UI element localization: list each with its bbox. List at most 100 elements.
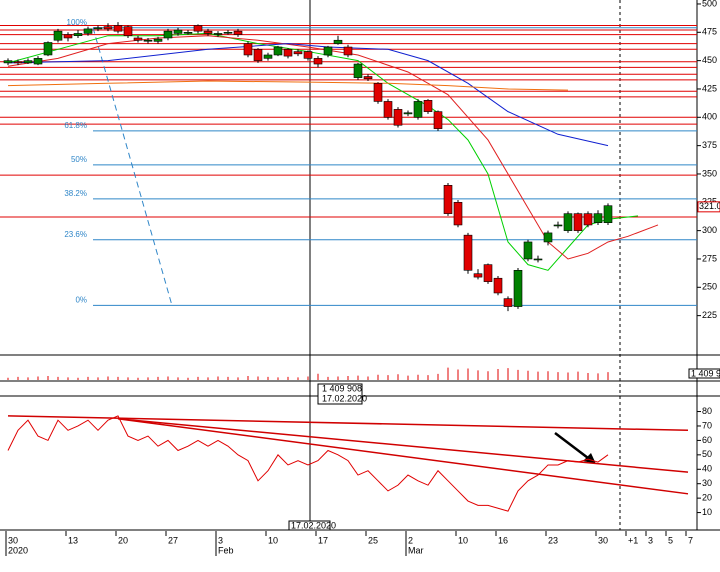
y-tick-label: 375 (702, 140, 717, 150)
y-tick-label: 50 (702, 449, 712, 459)
x-tick-label: 25 (368, 535, 378, 545)
crosshair-date-box (288, 520, 331, 531)
x-tick-label: 27 (168, 535, 178, 545)
x-tick-label: 30 (8, 535, 18, 545)
candle-body (93, 27, 103, 30)
candle-body (223, 31, 233, 34)
x-tick-label: 13 (68, 535, 78, 545)
candle-body (543, 232, 553, 243)
candle-body (23, 60, 33, 64)
y-tick-label: 70 (702, 420, 712, 430)
candle-body (373, 83, 383, 102)
crosshair-date-axis: 17.02.2020 (291, 520, 336, 530)
candle-body (183, 31, 193, 34)
candle-body (353, 63, 363, 78)
y-tick-label: 250 (702, 282, 717, 292)
candle-body (453, 202, 463, 226)
candle-body (143, 39, 153, 42)
rsi-line (7, 415, 609, 512)
candle-body (293, 51, 303, 55)
candle-body (533, 258, 543, 261)
candle-body (493, 277, 503, 294)
y-tick-label: 275 (702, 253, 717, 263)
candle-body (393, 109, 403, 126)
y-tick-label: 450 (702, 55, 717, 65)
y-tick-label: 475 (702, 27, 717, 37)
fib-label: 23.6% (64, 230, 87, 239)
candle-body (553, 224, 563, 227)
candle-body (243, 43, 253, 56)
fib-label: 0% (75, 296, 87, 305)
x-tick-label: 5 (668, 535, 673, 545)
x-tick-label: 3 (648, 535, 653, 545)
candle-body (63, 34, 73, 39)
candle-body (33, 58, 43, 65)
candle-body (303, 51, 313, 59)
candle-body (403, 112, 413, 115)
candle-body (203, 30, 213, 34)
moving-average (7, 35, 659, 260)
volume-tag (688, 368, 720, 379)
x-tick-label: 7 (688, 535, 693, 545)
price-tag (697, 201, 720, 213)
candle-body (273, 46, 283, 56)
candle-body (383, 101, 393, 118)
x-tick-label-major: Mar (408, 545, 424, 555)
candle-body (343, 46, 353, 56)
candle-body (253, 48, 263, 61)
candle-body (233, 30, 243, 35)
candle-body (113, 25, 123, 32)
y-tick-label: 40 (702, 464, 712, 474)
x-tick-label-major: 2020 (8, 545, 28, 555)
trendline (7, 415, 689, 432)
fib-label: 38.2% (64, 189, 87, 198)
fib-label: 61.8% (64, 121, 87, 130)
y-tick-label: 20 (702, 493, 712, 503)
price-tag-label: 321.0 (699, 201, 720, 211)
candle-body (283, 48, 293, 57)
crosshair-box (317, 383, 363, 405)
candle-body (133, 37, 143, 41)
x-tick-label: 20 (118, 535, 128, 545)
candle-body (503, 298, 513, 307)
fib-anchor (92, 27, 173, 306)
candle-body (213, 33, 223, 35)
crosshair-volume: 1 409 908 (322, 383, 362, 393)
candle-body (153, 38, 163, 42)
x-tick-label: 10 (268, 535, 278, 545)
candle-body (103, 26, 113, 30)
crosshair-date: 17.02.2020 (322, 393, 367, 403)
candle-body (433, 111, 443, 129)
arrow (554, 432, 593, 462)
candle-body (123, 26, 133, 36)
y-tick-label: 350 (702, 168, 717, 178)
candle-body (463, 234, 473, 271)
candle-body (13, 61, 23, 64)
candle-body (413, 101, 423, 118)
candle-body (483, 264, 493, 282)
x-tick-label: +1 (628, 535, 638, 545)
volume-tag-label: 1 409 908 (691, 368, 720, 378)
candle-body (53, 30, 63, 41)
y-tick-label: 30 (702, 478, 712, 488)
y-tick-label: 60 (702, 435, 712, 445)
candle-body (313, 58, 323, 65)
candle-body (173, 29, 183, 34)
candle-body (603, 205, 613, 223)
x-tick-label: 10 (458, 535, 468, 545)
candle-body (573, 213, 583, 231)
x-tick-label: 16 (498, 535, 508, 545)
candle-body (363, 76, 373, 80)
candle-body (3, 60, 13, 64)
candle-body (323, 46, 333, 56)
x-tick-label: 23 (548, 535, 558, 545)
moving-average (7, 43, 609, 147)
candle-body (443, 185, 453, 214)
moving-average (7, 80, 569, 91)
y-tick-label: 400 (702, 112, 717, 122)
candle-body (473, 273, 483, 278)
candle-body (593, 213, 603, 223)
y-tick-label: 10 (702, 507, 712, 517)
